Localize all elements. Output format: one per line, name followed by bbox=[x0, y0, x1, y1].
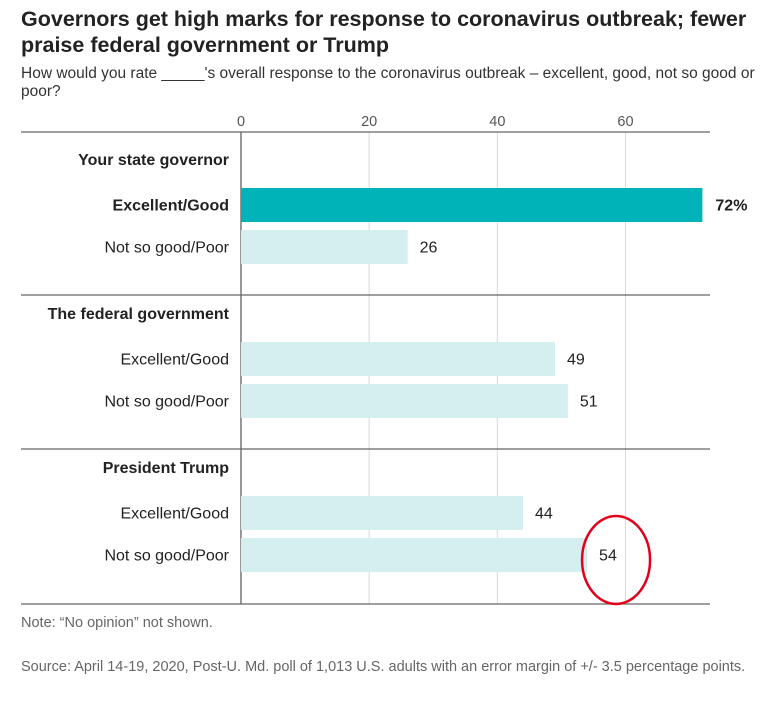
chart-source: Source: April 14-19, 2020, Post-U. Md. p… bbox=[21, 659, 746, 675]
chart-note: Note: “No opinion” not shown. bbox=[21, 615, 213, 631]
data-label: 44 bbox=[535, 506, 553, 523]
chart-title: Governors get high marks for response to… bbox=[21, 7, 747, 57]
group-label: Your state governor bbox=[78, 152, 229, 169]
category-label: Excellent/Good bbox=[120, 506, 229, 523]
group-label: The federal government bbox=[48, 306, 230, 323]
data-label: 54 bbox=[599, 548, 617, 565]
bar bbox=[241, 230, 408, 264]
data-label: 72% bbox=[715, 198, 747, 215]
data-label: 51 bbox=[580, 394, 598, 411]
bar bbox=[241, 538, 588, 572]
annotation-circle bbox=[580, 514, 652, 606]
bar bbox=[241, 188, 703, 222]
category-label: Excellent/Good bbox=[120, 352, 229, 369]
category-label: Excellent/Good bbox=[113, 198, 229, 215]
x-tick-label: 20 bbox=[361, 114, 377, 130]
x-tick-label: 60 bbox=[617, 114, 633, 130]
category-label: Not so good/Poor bbox=[104, 548, 229, 565]
category-label: Not so good/Poor bbox=[104, 240, 229, 257]
category-label: Not so good/Poor bbox=[104, 394, 229, 411]
data-label: 49 bbox=[567, 352, 585, 369]
bar bbox=[241, 342, 556, 376]
bar bbox=[241, 384, 568, 418]
bar-chart: 0 20 40 60 Your state governor Excellent/Good… bbox=[21, 114, 747, 606]
bar bbox=[241, 496, 523, 530]
chart-subtitle: How would you rate _____'s overall respo… bbox=[21, 65, 755, 100]
data-label: 26 bbox=[420, 240, 438, 257]
group-label: President Trump bbox=[103, 460, 229, 477]
x-tick-label: 40 bbox=[489, 114, 505, 130]
x-tick-label: 0 bbox=[237, 114, 245, 130]
